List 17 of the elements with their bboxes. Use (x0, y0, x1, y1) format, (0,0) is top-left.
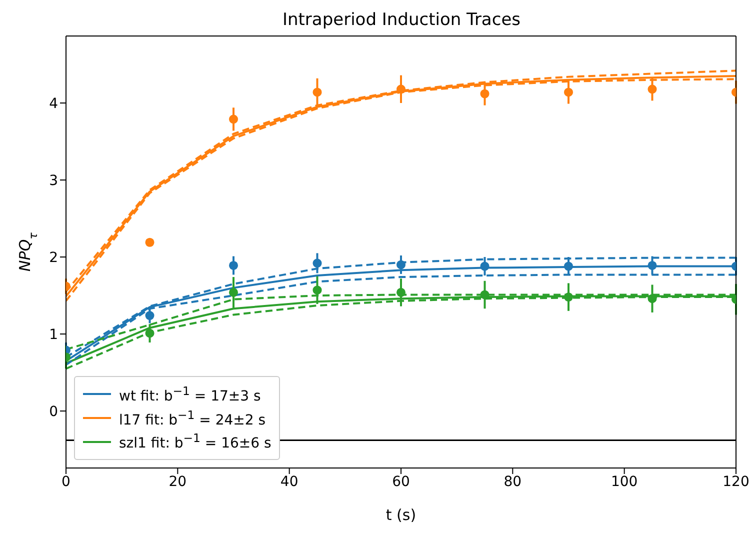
y-tick-label: 1 (49, 326, 58, 343)
legend-label: szl1 fit: b$^{−1}$ = 16±6 s (119, 431, 272, 452)
y-tick-label: 2 (49, 250, 58, 266)
y-tick-label: 4 (49, 96, 58, 112)
legend-label: l17 fit: b$^{−1}$ = 24±2 s (119, 408, 266, 428)
x-tick-label: 100 (610, 474, 638, 490)
x-tick-label: 80 (504, 474, 522, 490)
x-tick-label: 0 (62, 474, 70, 490)
x-axis-title: t (s) (386, 506, 416, 524)
y-tick-label: 0 (49, 404, 58, 420)
legend-label: wt fit: b$^{−1}$ = 17±3 s (119, 384, 261, 405)
x-tick-label: 60 (392, 474, 410, 490)
x-tick-label: 40 (280, 474, 298, 490)
chart-title: Intraperiod Induction Traces (281, 10, 522, 30)
x-tick-label: 20 (168, 474, 187, 490)
y-tick-label: 3 (49, 172, 58, 189)
x-tick-label: 120 (722, 474, 750, 490)
